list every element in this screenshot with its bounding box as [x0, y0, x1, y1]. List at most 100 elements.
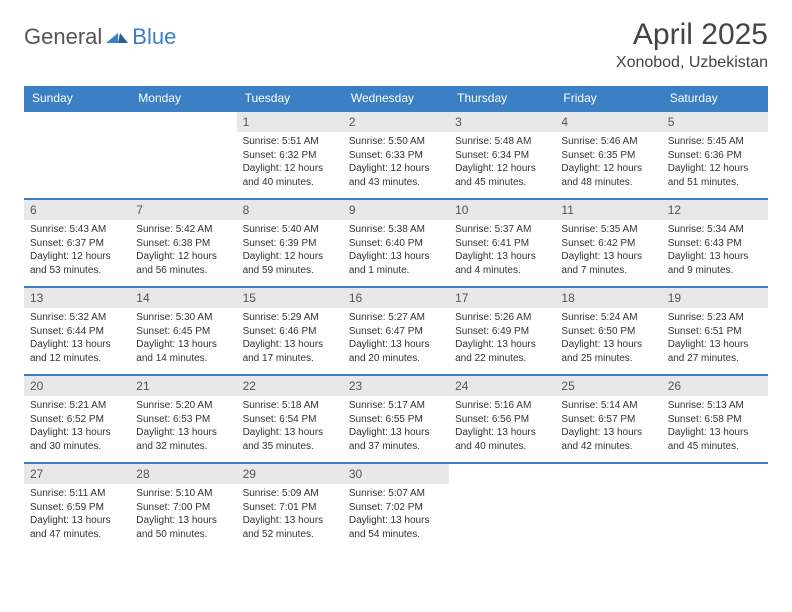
day-number: 24 [449, 376, 555, 396]
day-daylight2: and 32 minutes. [136, 440, 230, 454]
day-sunrise: Sunrise: 5:50 AM [349, 135, 443, 149]
day-number: 11 [555, 200, 661, 220]
day-sunset: Sunset: 6:57 PM [561, 413, 655, 427]
day-sunrise: Sunrise: 5:21 AM [30, 399, 124, 413]
day-header: Tuesday [237, 86, 343, 110]
day-number: 16 [343, 288, 449, 308]
day-sunrise: Sunrise: 5:20 AM [136, 399, 230, 413]
day-daylight2: and 7 minutes. [561, 264, 655, 278]
day-sunrise: Sunrise: 5:32 AM [30, 311, 124, 325]
day-sunset: Sunset: 6:41 PM [455, 237, 549, 251]
day-sunset: Sunset: 6:36 PM [668, 149, 762, 163]
day-sunset: Sunset: 6:47 PM [349, 325, 443, 339]
logo-text-general: General [24, 24, 102, 50]
day-cell: 16Sunrise: 5:27 AMSunset: 6:47 PMDayligh… [343, 288, 449, 374]
day-header: Saturday [662, 86, 768, 110]
day-cell: 1Sunrise: 5:51 AMSunset: 6:32 PMDaylight… [237, 112, 343, 198]
day-body: Sunrise: 5:24 AMSunset: 6:50 PMDaylight:… [555, 308, 661, 371]
day-daylight1: Daylight: 12 hours [136, 250, 230, 264]
day-daylight1: Daylight: 13 hours [243, 338, 337, 352]
day-sunset: Sunset: 6:52 PM [30, 413, 124, 427]
day-sunrise: Sunrise: 5:48 AM [455, 135, 549, 149]
week-row: 13Sunrise: 5:32 AMSunset: 6:44 PMDayligh… [24, 286, 768, 374]
day-body: Sunrise: 5:27 AMSunset: 6:47 PMDaylight:… [343, 308, 449, 371]
day-sunset: Sunset: 7:02 PM [349, 501, 443, 515]
day-daylight2: and 9 minutes. [668, 264, 762, 278]
day-number: 6 [24, 200, 130, 220]
day-body: Sunrise: 5:10 AMSunset: 7:00 PMDaylight:… [130, 484, 236, 547]
day-body: Sunrise: 5:32 AMSunset: 6:44 PMDaylight:… [24, 308, 130, 371]
day-daylight1: Daylight: 13 hours [30, 514, 124, 528]
day-daylight2: and 27 minutes. [668, 352, 762, 366]
day-body: Sunrise: 5:26 AMSunset: 6:49 PMDaylight:… [449, 308, 555, 371]
day-cell: 28Sunrise: 5:10 AMSunset: 7:00 PMDayligh… [130, 464, 236, 550]
day-cell: 18Sunrise: 5:24 AMSunset: 6:50 PMDayligh… [555, 288, 661, 374]
day-daylight1: Daylight: 12 hours [561, 162, 655, 176]
day-cell: 30Sunrise: 5:07 AMSunset: 7:02 PMDayligh… [343, 464, 449, 550]
day-daylight2: and 40 minutes. [455, 440, 549, 454]
day-daylight2: and 43 minutes. [349, 176, 443, 190]
day-number: 9 [343, 200, 449, 220]
day-body: Sunrise: 5:09 AMSunset: 7:01 PMDaylight:… [237, 484, 343, 547]
day-sunset: Sunset: 6:33 PM [349, 149, 443, 163]
day-daylight1: Daylight: 13 hours [349, 514, 443, 528]
day-header: Monday [130, 86, 236, 110]
day-daylight2: and 48 minutes. [561, 176, 655, 190]
day-number: 5 [662, 112, 768, 132]
day-body: Sunrise: 5:50 AMSunset: 6:33 PMDaylight:… [343, 132, 449, 195]
day-cell: 10Sunrise: 5:37 AMSunset: 6:41 PMDayligh… [449, 200, 555, 286]
day-number: 18 [555, 288, 661, 308]
day-cell: 9Sunrise: 5:38 AMSunset: 6:40 PMDaylight… [343, 200, 449, 286]
day-number: 8 [237, 200, 343, 220]
day-body: Sunrise: 5:29 AMSunset: 6:46 PMDaylight:… [237, 308, 343, 371]
day-daylight1: Daylight: 13 hours [561, 250, 655, 264]
day-daylight1: Daylight: 13 hours [30, 338, 124, 352]
day-sunset: Sunset: 6:39 PM [243, 237, 337, 251]
day-sunrise: Sunrise: 5:09 AM [243, 487, 337, 501]
day-sunrise: Sunrise: 5:30 AM [136, 311, 230, 325]
day-number: 2 [343, 112, 449, 132]
day-daylight2: and 52 minutes. [243, 528, 337, 542]
day-daylight1: Daylight: 12 hours [668, 162, 762, 176]
day-cell: 12Sunrise: 5:34 AMSunset: 6:43 PMDayligh… [662, 200, 768, 286]
day-sunset: Sunset: 6:43 PM [668, 237, 762, 251]
day-sunrise: Sunrise: 5:38 AM [349, 223, 443, 237]
day-sunset: Sunset: 6:35 PM [561, 149, 655, 163]
day-sunset: Sunset: 6:59 PM [30, 501, 124, 515]
day-body: Sunrise: 5:43 AMSunset: 6:37 PMDaylight:… [24, 220, 130, 283]
day-cell: 2Sunrise: 5:50 AMSunset: 6:33 PMDaylight… [343, 112, 449, 198]
day-cell: 17Sunrise: 5:26 AMSunset: 6:49 PMDayligh… [449, 288, 555, 374]
day-daylight2: and 45 minutes. [668, 440, 762, 454]
day-sunrise: Sunrise: 5:07 AM [349, 487, 443, 501]
day-body: Sunrise: 5:37 AMSunset: 6:41 PMDaylight:… [449, 220, 555, 283]
day-number: 1 [237, 112, 343, 132]
logo-text-blue: Blue [132, 24, 176, 50]
day-sunrise: Sunrise: 5:23 AM [668, 311, 762, 325]
day-number: 3 [449, 112, 555, 132]
day-header: Sunday [24, 86, 130, 110]
day-sunset: Sunset: 7:00 PM [136, 501, 230, 515]
day-number: 14 [130, 288, 236, 308]
day-daylight2: and 4 minutes. [455, 264, 549, 278]
day-sunset: Sunset: 6:44 PM [30, 325, 124, 339]
day-number: 22 [237, 376, 343, 396]
day-daylight2: and 53 minutes. [30, 264, 124, 278]
day-daylight2: and 14 minutes. [136, 352, 230, 366]
day-body: Sunrise: 5:30 AMSunset: 6:45 PMDaylight:… [130, 308, 236, 371]
title-block: April 2025 Xonobod, Uzbekistan [616, 18, 768, 72]
day-daylight2: and 40 minutes. [243, 176, 337, 190]
calendar: SundayMondayTuesdayWednesdayThursdayFrid… [24, 86, 768, 550]
day-daylight1: Daylight: 13 hours [243, 426, 337, 440]
day-sunset: Sunset: 6:42 PM [561, 237, 655, 251]
day-body: Sunrise: 5:35 AMSunset: 6:42 PMDaylight:… [555, 220, 661, 283]
day-cell: 26Sunrise: 5:13 AMSunset: 6:58 PMDayligh… [662, 376, 768, 462]
day-number: 10 [449, 200, 555, 220]
day-cell: 15Sunrise: 5:29 AMSunset: 6:46 PMDayligh… [237, 288, 343, 374]
day-sunset: Sunset: 6:38 PM [136, 237, 230, 251]
day-sunset: Sunset: 6:58 PM [668, 413, 762, 427]
day-cell: 24Sunrise: 5:16 AMSunset: 6:56 PMDayligh… [449, 376, 555, 462]
day-cell: 7Sunrise: 5:42 AMSunset: 6:38 PMDaylight… [130, 200, 236, 286]
day-header: Wednesday [343, 86, 449, 110]
day-daylight2: and 22 minutes. [455, 352, 549, 366]
day-sunset: Sunset: 6:46 PM [243, 325, 337, 339]
